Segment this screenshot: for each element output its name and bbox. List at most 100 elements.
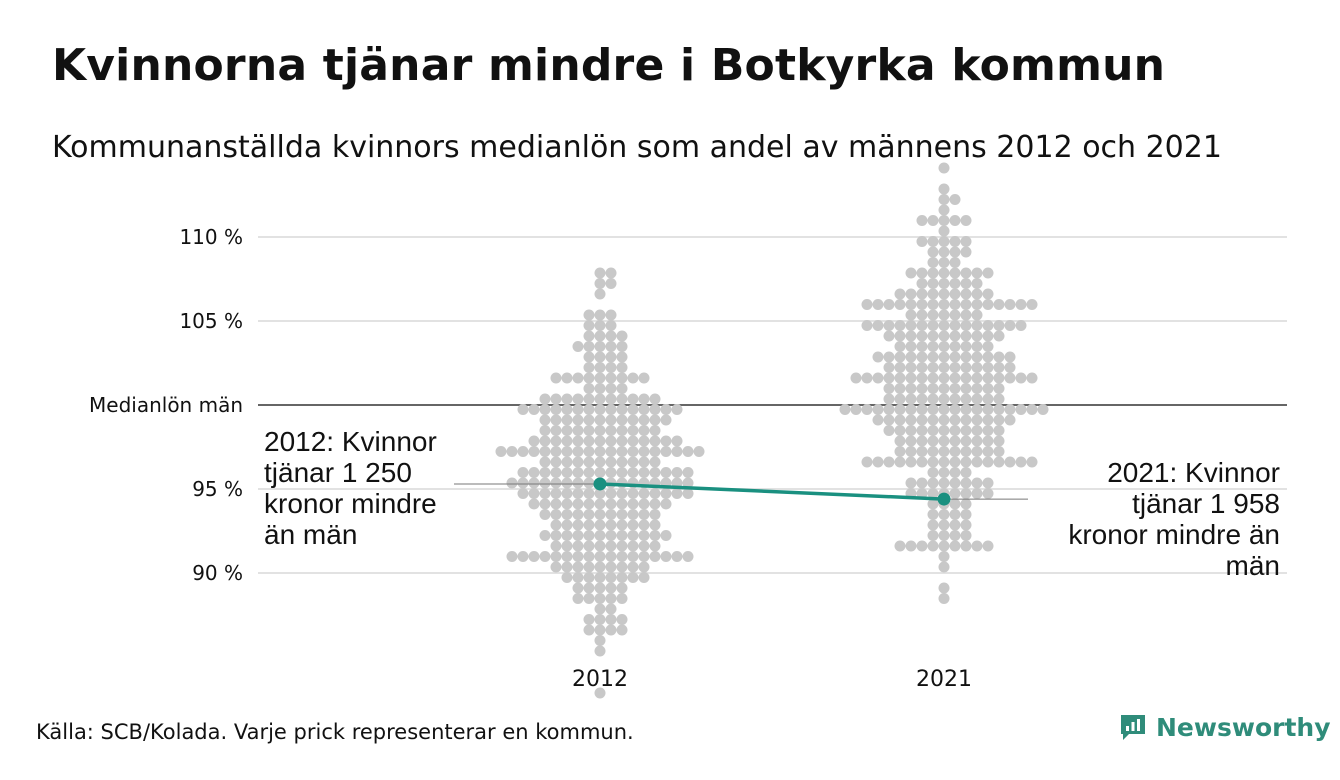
municipality-dot — [660, 551, 672, 562]
reference-line-label: Medianlön män — [89, 393, 243, 417]
municipality-dot — [572, 341, 584, 352]
municipality-dot — [861, 456, 873, 468]
municipality-dot — [927, 246, 939, 258]
municipality-dot — [638, 561, 650, 573]
municipality-dot — [616, 540, 628, 552]
municipality-dot — [949, 477, 961, 489]
municipality-dot — [1026, 299, 1038, 310]
municipality-dot — [927, 477, 939, 489]
municipality-dot — [594, 624, 606, 636]
municipality-dot — [594, 414, 606, 426]
municipality-dot — [583, 383, 595, 394]
municipality-dot — [528, 446, 540, 457]
municipality-dot — [539, 530, 551, 541]
municipality-dot — [671, 446, 683, 457]
municipality-dot — [927, 488, 939, 499]
annotation-2021: 2021: Kvinnor tjänar 1 958 kronor mindre ä… — [1068, 457, 1280, 581]
municipality-dot — [905, 341, 917, 352]
municipality-dot — [960, 246, 972, 258]
municipality-dot — [938, 320, 950, 331]
municipality-dot — [949, 498, 961, 510]
municipality-dot — [971, 383, 983, 394]
municipality-dot — [550, 372, 562, 384]
municipality-dot — [938, 582, 950, 594]
municipality-dot — [528, 435, 540, 447]
municipality-dot — [627, 372, 639, 384]
municipality-dot — [905, 383, 917, 394]
municipality-dot — [594, 467, 606, 478]
municipality-dot — [572, 509, 584, 520]
municipality-dot — [971, 435, 983, 447]
municipality-dot — [938, 278, 950, 289]
municipality-dot — [616, 446, 628, 457]
municipality-dot — [993, 299, 1005, 310]
municipality-dot — [550, 446, 562, 457]
municipality-dot — [539, 435, 551, 447]
municipality-dot — [938, 446, 950, 457]
municipality-dot — [638, 467, 650, 478]
municipality-dot — [627, 572, 639, 583]
municipality-dot — [883, 456, 895, 468]
municipality-dot — [594, 320, 606, 331]
municipality-dot — [583, 425, 595, 436]
municipality-dot — [605, 435, 617, 447]
municipality-dot — [605, 278, 617, 289]
municipality-dot — [927, 435, 939, 447]
municipality-dot — [960, 309, 972, 321]
municipality-dot — [539, 425, 551, 436]
municipality-dot — [550, 519, 562, 531]
municipality-dot — [982, 425, 994, 436]
municipality-dot — [594, 593, 606, 604]
municipality-dot — [905, 288, 917, 300]
municipality-dot — [1004, 456, 1016, 468]
municipality-dot — [616, 414, 628, 426]
municipality-dot — [561, 435, 573, 447]
municipality-dot — [949, 246, 961, 258]
municipality-dot — [949, 299, 961, 310]
municipality-dot — [916, 215, 928, 226]
municipality-dot — [671, 488, 683, 499]
municipality-dot — [517, 446, 529, 457]
municipality-dot — [627, 488, 639, 499]
municipality-dot — [572, 519, 584, 531]
municipality-dot — [594, 309, 606, 321]
municipality-dot — [649, 446, 661, 457]
municipality-dot — [927, 215, 939, 226]
chart-subtitle: Kommunanställda kvinnors medianlön som a… — [52, 130, 1222, 165]
municipality-dot — [960, 456, 972, 468]
municipality-dot — [627, 404, 639, 415]
municipality-dot — [949, 414, 961, 426]
municipality-dot — [839, 404, 851, 415]
municipality-dot — [594, 614, 606, 625]
municipality-dot — [638, 456, 650, 468]
x-tick-label: 2012 — [572, 667, 628, 692]
municipality-dot — [938, 404, 950, 415]
newsworthy-logo-text: Newsworthy — [1156, 712, 1331, 742]
municipality-dot — [605, 593, 617, 604]
municipality-dot — [927, 393, 939, 405]
municipality-dot — [649, 530, 661, 541]
municipality-dot — [627, 561, 639, 573]
municipality-dot — [627, 540, 639, 552]
municipality-dot — [883, 320, 895, 331]
municipality-dot — [638, 519, 650, 531]
municipality-dot — [938, 456, 950, 468]
municipality-dot — [616, 330, 628, 342]
municipality-dot — [982, 393, 994, 405]
municipality-dot — [583, 540, 595, 552]
municipality-dot — [638, 540, 650, 552]
municipality-dot — [594, 456, 606, 468]
municipality-dot — [638, 372, 650, 384]
municipality-dot — [627, 551, 639, 562]
municipality-dot — [883, 330, 895, 342]
municipality-dot — [539, 509, 551, 520]
municipality-dot — [616, 435, 628, 447]
municipality-dot — [550, 425, 562, 436]
municipality-dot — [594, 540, 606, 552]
municipality-dot — [627, 509, 639, 520]
municipality-dot — [960, 372, 972, 384]
municipality-dot — [927, 372, 939, 384]
municipality-dot — [572, 477, 584, 489]
municipality-dot — [583, 477, 595, 489]
municipality-dot — [971, 456, 983, 468]
